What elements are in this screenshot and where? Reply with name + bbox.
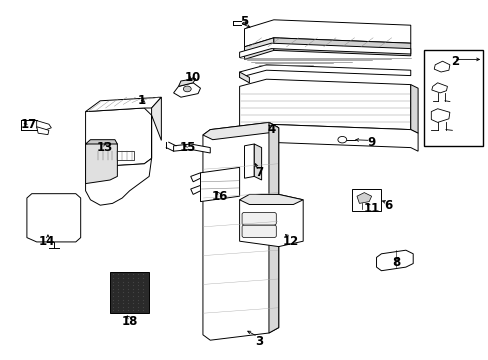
Polygon shape xyxy=(410,85,417,133)
Polygon shape xyxy=(85,108,151,167)
Polygon shape xyxy=(239,65,410,77)
Text: 2: 2 xyxy=(450,55,458,68)
FancyBboxPatch shape xyxy=(242,212,276,225)
Polygon shape xyxy=(239,124,417,151)
Polygon shape xyxy=(173,83,200,97)
Bar xyxy=(351,189,381,211)
Text: 10: 10 xyxy=(184,71,201,84)
Polygon shape xyxy=(239,194,303,247)
FancyBboxPatch shape xyxy=(242,225,276,238)
Text: 4: 4 xyxy=(267,123,275,136)
Text: 9: 9 xyxy=(367,136,375,149)
Text: 8: 8 xyxy=(391,256,399,269)
Polygon shape xyxy=(244,38,273,59)
Polygon shape xyxy=(178,78,195,86)
Text: 15: 15 xyxy=(180,141,196,154)
Polygon shape xyxy=(239,72,249,83)
Polygon shape xyxy=(190,185,200,194)
Text: 12: 12 xyxy=(282,235,299,248)
Polygon shape xyxy=(37,121,51,130)
Text: 3: 3 xyxy=(255,335,263,348)
Text: 13: 13 xyxy=(97,141,113,154)
Polygon shape xyxy=(190,173,200,182)
Polygon shape xyxy=(239,79,410,131)
Polygon shape xyxy=(203,122,278,140)
Circle shape xyxy=(337,136,346,143)
Polygon shape xyxy=(268,122,278,333)
Polygon shape xyxy=(244,144,254,178)
Polygon shape xyxy=(27,194,81,242)
Bar xyxy=(424,50,482,146)
Polygon shape xyxy=(173,144,210,153)
Polygon shape xyxy=(356,193,371,203)
Polygon shape xyxy=(203,122,278,340)
Text: 7: 7 xyxy=(255,166,263,179)
Polygon shape xyxy=(239,194,303,204)
Polygon shape xyxy=(151,97,161,158)
Bar xyxy=(110,272,149,313)
Text: 18: 18 xyxy=(121,315,138,328)
Polygon shape xyxy=(37,127,49,135)
Bar xyxy=(95,151,134,160)
Text: 16: 16 xyxy=(211,190,228,203)
Polygon shape xyxy=(254,144,261,180)
Polygon shape xyxy=(85,158,151,205)
Text: 1: 1 xyxy=(138,94,145,107)
Polygon shape xyxy=(376,250,412,271)
Polygon shape xyxy=(273,38,410,56)
Text: 11: 11 xyxy=(363,202,379,215)
Polygon shape xyxy=(85,140,117,184)
Text: 14: 14 xyxy=(38,235,55,248)
Polygon shape xyxy=(200,167,239,202)
Polygon shape xyxy=(244,20,410,47)
Polygon shape xyxy=(239,43,410,58)
Text: 5: 5 xyxy=(240,15,248,28)
Text: 17: 17 xyxy=(20,118,37,131)
Circle shape xyxy=(183,86,191,92)
Polygon shape xyxy=(85,97,161,112)
Text: 6: 6 xyxy=(384,199,392,212)
Polygon shape xyxy=(85,140,117,144)
